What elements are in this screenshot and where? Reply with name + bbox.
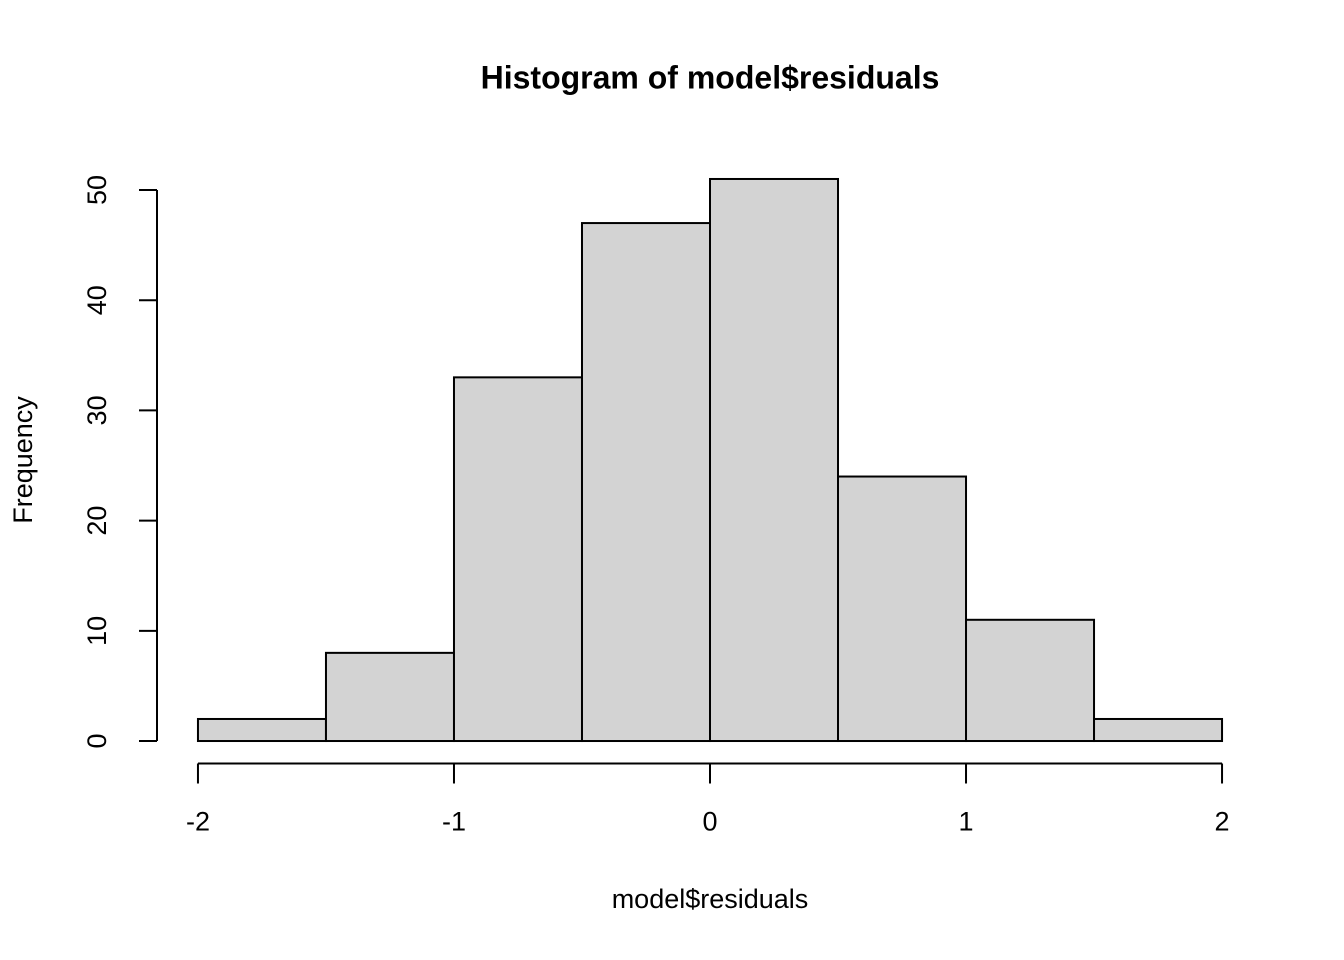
x-tick-label: 2 [1215,807,1230,837]
bar [580,222,711,743]
y-tick-label: 40 [82,285,112,315]
y-tick-label: 50 [82,175,112,205]
y-tick-label: 20 [82,506,112,536]
bar [324,651,455,743]
bar [709,177,840,743]
bar [196,717,327,743]
bar [1093,717,1224,743]
y-tick-label: 10 [82,616,112,646]
x-tick-label: 1 [959,807,974,837]
x-tick-label: -2 [186,807,210,837]
y-tick-label: 30 [82,395,112,425]
bar [837,475,968,743]
y-axis-label: Frequency [8,396,38,524]
x-tick-label: -1 [442,807,466,837]
bar [965,618,1096,743]
x-tick-label: 0 [702,807,717,837]
bar [452,376,583,743]
y-tick-label: 0 [82,734,112,749]
x-axis-label: model$residuals [612,884,809,914]
chart-title: Histogram of model$residuals [481,59,940,95]
